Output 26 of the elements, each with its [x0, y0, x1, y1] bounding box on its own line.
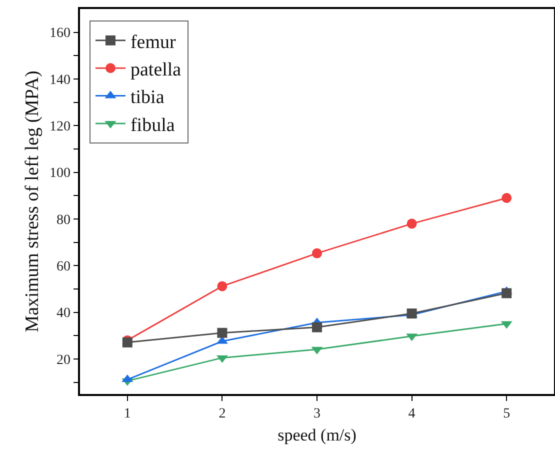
y-axis-title: Maximum stress of left leg (MPA) [22, 70, 43, 332]
y-tick-label: 40 [56, 306, 70, 322]
point [312, 248, 322, 258]
x-axis-title: speed (m/s) [278, 425, 356, 444]
legend-label: tibia [130, 87, 165, 108]
point [217, 328, 228, 338]
legend-label: femur [130, 32, 177, 53]
y-tick-label: 100 [49, 166, 70, 182]
point [502, 193, 512, 203]
x-tick-label: 3 [314, 406, 320, 422]
point [406, 218, 417, 229]
point [217, 281, 228, 292]
legend-label: fibula [130, 114, 176, 136]
y-tick-label: 160 [49, 26, 70, 42]
x-tick-label: 4 [408, 406, 416, 422]
point [502, 288, 512, 298]
point [312, 322, 322, 332]
x-tick-label: 2 [218, 406, 226, 422]
y-tick-label: 120 [49, 120, 70, 135]
x-tick-label: 5 [503, 406, 510, 422]
y-tick-label: 20 [56, 352, 70, 368]
y-tick-label: 140 [49, 72, 70, 88]
y-tick-label: 80 [56, 212, 70, 228]
y-tick-label: 60 [56, 260, 70, 275]
x-tick-label: 1 [124, 406, 131, 422]
legend-label: patella [130, 60, 182, 81]
